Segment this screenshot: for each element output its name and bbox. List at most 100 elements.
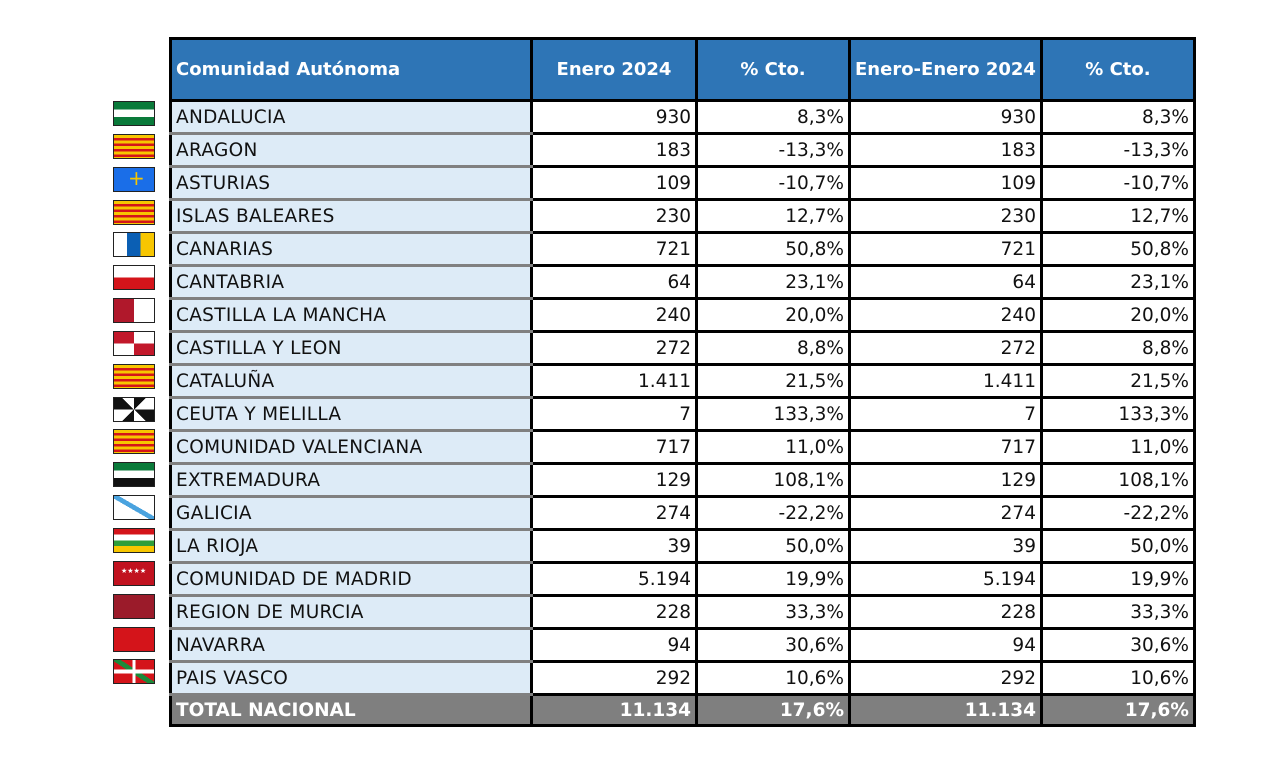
ytd-value: 109 [848,165,1043,201]
header-region: Comunidad Autónoma [169,37,533,102]
january-growth: 108,1% [695,462,851,498]
region-name: COMUNIDAD DE MADRID [169,561,533,597]
table-row: COMUNIDAD DE MADRID 5.194 19,9% 5.194 19,9% [169,561,1196,597]
january-value: 721 [530,231,698,267]
region-name: CASTILLA Y LEON [169,330,533,366]
january-growth: 11,0% [695,429,851,465]
january-value: 230 [530,198,698,234]
ytd-growth: 11,0% [1039,429,1196,465]
region-name: REGION DE MURCIA [169,594,533,630]
region-name: ASTURIAS [169,165,533,201]
flag-can-icon [113,232,155,258]
ytd-growth: 33,3% [1039,594,1196,630]
january-growth: 133,3% [695,396,851,432]
region-name: NAVARRA [169,627,533,663]
table-row: CEUTA Y MELILLA 7 133,3% 7 133,3% [169,396,1196,432]
table-row: EXTREMADURA 129 108,1% 129 108,1% [169,462,1196,498]
region-name: LA RIOJA [169,528,533,564]
january-value: 5.194 [530,561,698,597]
january-value: 109 [530,165,698,201]
flag-and-icon [113,101,155,126]
january-value: 272 [530,330,698,366]
ytd-value: 230 [848,198,1043,234]
ytd-value: 129 [848,462,1043,498]
january-value: 228 [530,594,698,630]
ytd-value: 930 [848,99,1043,135]
header-january: Enero 2024 [530,37,698,102]
ytd-growth: -13,3% [1039,132,1196,168]
total-ytd-value: 11.134 [848,693,1043,727]
total-row: TOTAL NACIONAL 11.134 17,6% 11.134 17,6% [169,693,1196,727]
ytd-value: 721 [848,231,1043,267]
flag-nav-icon [113,626,155,652]
region-name: CEUTA Y MELILLA [169,396,533,432]
table-row: CASTILLA Y LEON 272 8,8% 272 8,8% [169,330,1196,366]
january-growth: 50,0% [695,528,851,564]
january-growth: 12,7% [695,198,851,234]
table-row: LA RIOJA 39 50,0% 39 50,0% [169,528,1196,564]
flag-cyl-icon [113,330,155,356]
total-ytd-growth: 17,6% [1039,693,1196,727]
table-row: NAVARRA 94 30,6% 94 30,6% [169,627,1196,663]
flag-gal-icon [113,495,155,521]
january-growth: 30,6% [695,627,851,663]
table-row: CANARIAS 721 50,8% 721 50,8% [169,231,1196,267]
january-value: 64 [530,264,698,300]
ytd-growth: 20,0% [1039,297,1196,333]
region-name: PAIS VASCO [169,660,533,696]
table-row: REGION DE MURCIA 228 33,3% 228 33,3% [169,594,1196,630]
region-name: EXTREMADURA [169,462,533,498]
total-region-name: TOTAL NACIONAL [169,693,533,727]
ytd-value: 94 [848,627,1043,663]
ytd-growth: 19,9% [1039,561,1196,597]
january-value: 39 [530,528,698,564]
table-row: PAIS VASCO 292 10,6% 292 10,6% [169,660,1196,696]
header-ytd-growth: % Cto. [1039,37,1196,102]
flag-ceu-icon [113,396,155,422]
january-growth: 10,6% [695,660,851,696]
january-growth: -22,2% [695,495,851,531]
january-value: 183 [530,132,698,168]
january-growth: -10,7% [695,165,851,201]
ytd-growth: 21,5% [1039,363,1196,399]
ytd-value: 64 [848,264,1043,300]
flag-pvs-icon [113,659,155,685]
january-value: 240 [530,297,698,333]
table-row: ARAGON 183 -13,3% 183 -13,3% [169,132,1196,168]
header-row: Comunidad Autónoma Enero 2024 % Cto. Ene… [169,37,1196,102]
region-name: GALICIA [169,495,533,531]
region-name: CASTILLA LA MANCHA [169,297,533,333]
ytd-growth: 8,3% [1039,99,1196,135]
flag-rio-icon [113,527,155,553]
ytd-growth: 50,0% [1039,528,1196,564]
header-growth: % Cto. [695,37,851,102]
january-growth: 20,0% [695,297,851,333]
ytd-value: 39 [848,528,1043,564]
table-row: CANTABRIA 64 23,1% 64 23,1% [169,264,1196,300]
january-growth: 23,1% [695,264,851,300]
regions-table: Comunidad Autónoma Enero 2024 % Cto. Ene… [169,37,1196,727]
region-name: COMUNIDAD VALENCIANA [169,429,533,465]
ytd-value: 5.194 [848,561,1043,597]
flag-ast-icon [113,166,155,192]
flag-bal-icon [113,199,155,225]
region-name: CANARIAS [169,231,533,267]
total-january-growth: 17,6% [695,693,851,727]
region-name: CATALUÑA [169,363,533,399]
table-row: GALICIA 274 -22,2% 274 -22,2% [169,495,1196,531]
january-growth: 50,8% [695,231,851,267]
ytd-growth: 8,8% [1039,330,1196,366]
ytd-value: 240 [848,297,1043,333]
region-flags [113,101,155,692]
header-ytd: Enero-Enero 2024 [848,37,1043,102]
ytd-growth: 30,6% [1039,627,1196,663]
ytd-growth: 23,1% [1039,264,1196,300]
ytd-growth: -22,2% [1039,495,1196,531]
region-name: ANDALUCIA [169,99,533,135]
region-name: ARAGON [169,132,533,168]
ytd-value: 1.411 [848,363,1043,399]
ytd-value: 717 [848,429,1043,465]
january-value: 717 [530,429,698,465]
table-row: ISLAS BALEARES 230 12,7% 230 12,7% [169,198,1196,234]
ytd-value: 7 [848,396,1043,432]
